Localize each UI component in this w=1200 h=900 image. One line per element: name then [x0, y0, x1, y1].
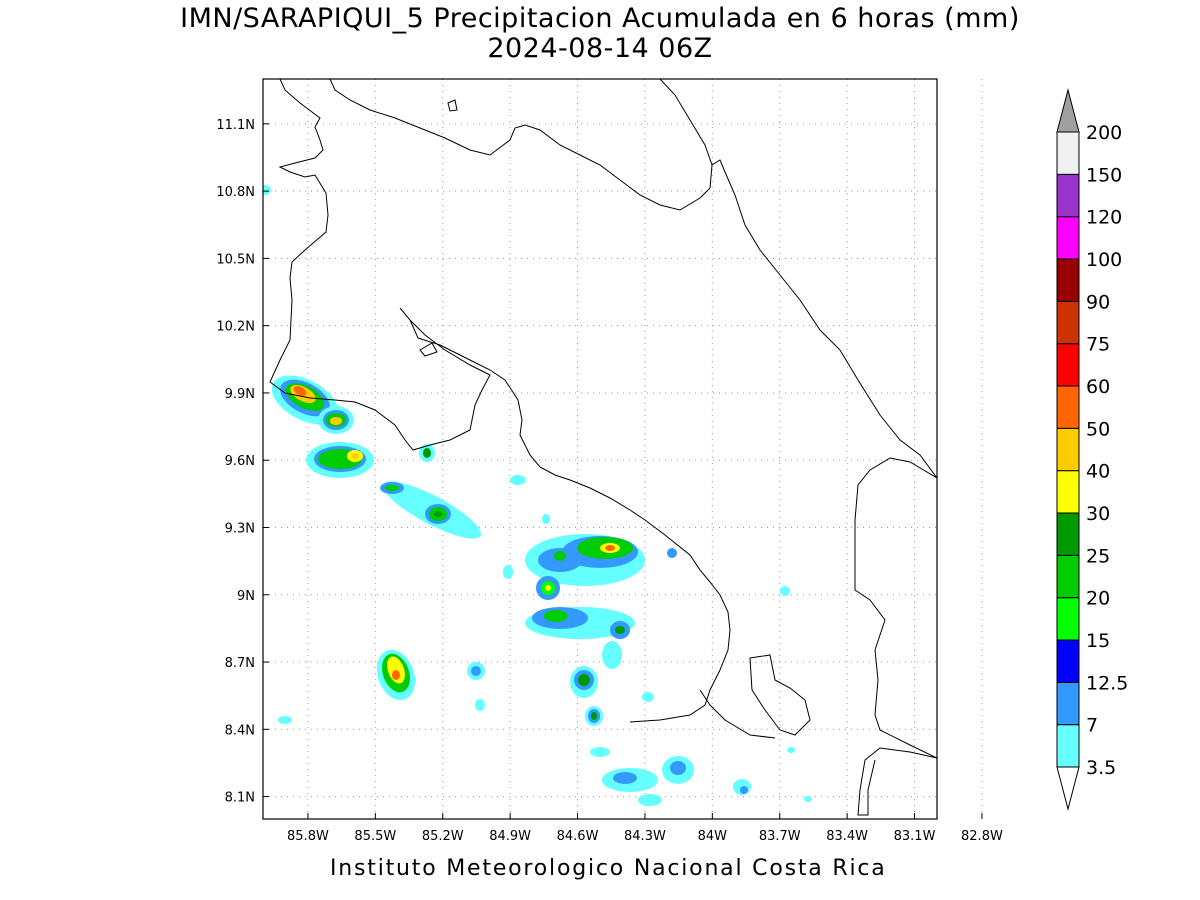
grid-lines — [263, 79, 983, 819]
lat-tick-label: 9.9N — [225, 387, 255, 402]
colorbar-label: 150 — [1086, 164, 1122, 186]
colorbar-label: 120 — [1086, 207, 1122, 229]
precip-field — [263, 185, 812, 806]
map-title: IMN/SARAPIQUI_5 Precipitacion Acumulada … — [180, 3, 1020, 34]
colorbar-swatch — [1056, 173, 1080, 218]
colorbar-swatch — [1056, 258, 1080, 302]
lon-tick-label: 84W — [698, 829, 728, 844]
lon-tick-label: 83.1W — [894, 829, 936, 844]
lat-tick-label: 9N — [237, 589, 255, 604]
lat-tick-label: 10.2N — [216, 320, 255, 335]
colorbar-swatch — [1056, 385, 1080, 429]
coastline — [269, 79, 937, 816]
footer-credit: Instituto Meteorologico Nacional Costa R… — [330, 856, 887, 881]
lat-tick-label: 8.1N — [225, 791, 255, 806]
lon-tick-label: 84.3W — [624, 829, 666, 844]
colorbar-swatch — [1056, 681, 1080, 726]
lat-tick-label: 11.1N — [216, 118, 255, 133]
colorbar-swatch — [1056, 216, 1080, 260]
map-frame — [262, 78, 938, 820]
colorbar-swatch — [1056, 131, 1080, 175]
colorbar-label: 75 — [1086, 334, 1110, 356]
lat-tick-label: 9.6N — [225, 454, 255, 469]
colorbar-swatch — [1056, 554, 1080, 599]
colorbar-label: 12.5 — [1086, 672, 1128, 694]
colorbar-label: 3.5 — [1086, 757, 1116, 779]
lon-tick-label: 83.7W — [759, 829, 801, 844]
colorbar-label: 20 — [1086, 588, 1110, 610]
colorbar-label: 30 — [1086, 503, 1110, 525]
axis-ticks: 85.8W 85.5W 85.2W 84.9W 84.6W 84.3W 84W 83.7W 83… — [216, 118, 1003, 844]
colorbar-label: 50 — [1086, 418, 1110, 440]
lat-tick-label: 9.3N — [225, 521, 255, 536]
colorbar-label: 40 — [1086, 461, 1110, 483]
lat-tick-label: 8.4N — [225, 723, 255, 738]
colorbar-label: 60 — [1086, 376, 1110, 398]
colorbar-swatch — [1056, 512, 1080, 556]
colorbar-label: 200 — [1086, 122, 1122, 144]
colorbar-label: 25 — [1086, 545, 1110, 567]
colorbar-swatch — [1056, 639, 1080, 683]
colorbar-swatch — [1056, 300, 1080, 345]
lon-tick-label: 84.6W — [557, 829, 599, 844]
lon-tick-label: 83.4W — [826, 829, 868, 844]
lat-tick-label: 10.8N — [216, 185, 255, 200]
lon-tick-label: 82.8W — [961, 829, 1003, 844]
lon-tick-label: 85.8W — [287, 829, 329, 844]
colorbar-swatch — [1056, 343, 1080, 387]
colorbar-under-arrow — [1056, 766, 1080, 811]
colorbar-label: 7 — [1086, 715, 1098, 737]
lat-tick-label: 8.7N — [225, 656, 255, 671]
lat-tick-label: 10.5N — [216, 252, 255, 267]
colorbar-label: 15 — [1086, 630, 1110, 652]
colorbar-swatch — [1056, 427, 1080, 472]
colorbar-over-arrow — [1056, 88, 1080, 133]
colorbar-label: 90 — [1086, 291, 1110, 313]
colorbar: 3.5 7 12.5 15 20 25 30 40 50 60 75 90 100 120 150 200 — [1056, 88, 1128, 811]
colorbar-label: 100 — [1086, 249, 1122, 271]
lon-tick-label: 84.9W — [489, 829, 531, 844]
colorbar-swatch — [1056, 724, 1080, 768]
colorbar-swatch — [1056, 470, 1080, 514]
map-subtitle-date: 2024-08-14 06Z — [487, 33, 713, 64]
lon-tick-label: 85.2W — [422, 829, 464, 844]
colorbar-swatch — [1056, 597, 1080, 641]
lon-tick-label: 85.5W — [354, 829, 396, 844]
